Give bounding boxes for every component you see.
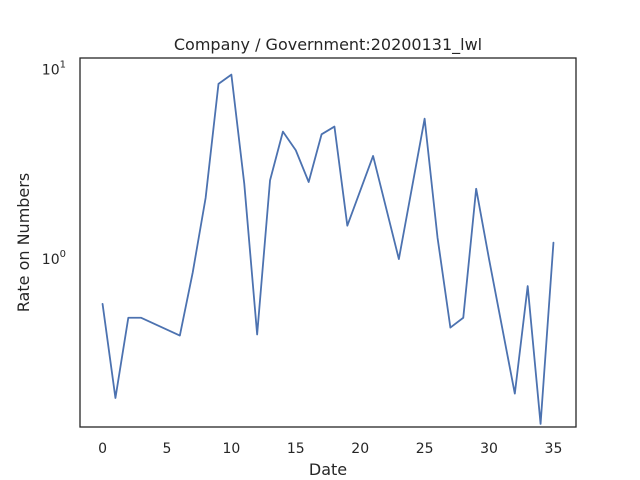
- y-tick-base: 10: [42, 252, 60, 268]
- y-tick-label: 100: [42, 249, 66, 268]
- x-tick-label: 30: [480, 441, 498, 457]
- plot-frame: [79, 57, 577, 428]
- x-tick-label: 25: [416, 441, 434, 457]
- y-tick-label: 101: [42, 60, 66, 79]
- x-tick-label: 20: [351, 441, 369, 457]
- y-tick-exponent: 1: [60, 60, 66, 71]
- x-tick-label: 35: [545, 441, 563, 457]
- x-tick-label: 5: [163, 441, 172, 457]
- y-tick-base: 10: [42, 63, 60, 79]
- series-line: [101, 73, 555, 425]
- x-tick-label: 0: [98, 441, 107, 457]
- y-axis-label: Rate on Numbers: [14, 173, 33, 312]
- x-tick-label: 10: [222, 441, 240, 457]
- plot-area: [79, 57, 577, 428]
- x-tick-label: 15: [287, 441, 305, 457]
- chart-title: Company / Government:20200131_lwl: [174, 35, 482, 55]
- y-tick-exponent: 0: [60, 249, 66, 260]
- x-axis-ticks: 0 5 10 15 20 25 30 35: [98, 441, 563, 457]
- x-axis-label: Date: [309, 460, 347, 479]
